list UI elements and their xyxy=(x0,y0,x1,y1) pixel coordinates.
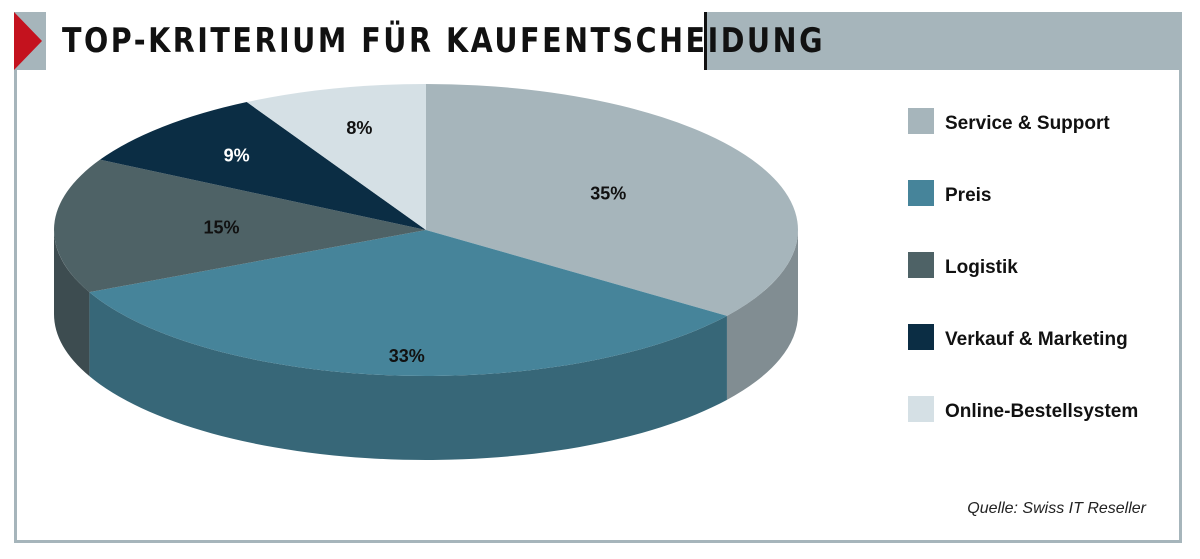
legend-swatch-service-support xyxy=(908,108,934,134)
legend-label-logistik: Logistik xyxy=(945,257,1018,278)
pie-top xyxy=(54,84,798,376)
pie-slice-service-support xyxy=(426,84,798,316)
slice-label-preis: 33% xyxy=(389,346,425,366)
legend-swatch-verkauf-marketing xyxy=(908,324,934,350)
slice-label-verkauf-marketing: 9% xyxy=(224,146,250,166)
legend-swatch-preis xyxy=(908,180,934,206)
legend-swatch-online-bestellsystem xyxy=(908,396,934,422)
slice-label-logistik: 15% xyxy=(203,217,239,237)
slice-label-online-bestellsystem: 8% xyxy=(346,118,372,138)
pie-side-preis xyxy=(89,292,727,460)
slice-label-service-support: 35% xyxy=(590,184,626,204)
legend-label-online-bestellsystem: Online-Bestellsystem xyxy=(945,401,1138,422)
legend-label-preis: Preis xyxy=(945,185,991,206)
legend-swatch-logistik xyxy=(908,252,934,278)
chart-title: TOP-KRITERIUM FÜR KAUFENTSCHEIDUNG xyxy=(62,21,826,61)
pie-slice-verkauf-marketing xyxy=(100,102,426,230)
pie-side-service-support xyxy=(726,230,798,400)
source-note: Quelle: Swiss IT Reseller xyxy=(967,500,1146,517)
legend-label-service-support: Service & Support xyxy=(945,113,1110,134)
pie-slice-logistik xyxy=(54,159,427,293)
title-box xyxy=(46,12,706,70)
title-divider xyxy=(704,12,707,70)
legend-label-verkauf-marketing: Verkauf & Marketing xyxy=(945,329,1128,350)
pie-sides xyxy=(54,230,798,460)
pie-slice-preis xyxy=(89,230,727,376)
pie-labels: 35% 33% 15% 9% 8% xyxy=(203,118,626,366)
title-arrow-icon xyxy=(14,12,42,70)
pie-side-logistik xyxy=(54,230,90,377)
pie-slice-online-bestellsystem xyxy=(246,84,426,230)
legend: Service & Support Preis Logistik Verkauf & … xyxy=(908,108,1138,422)
